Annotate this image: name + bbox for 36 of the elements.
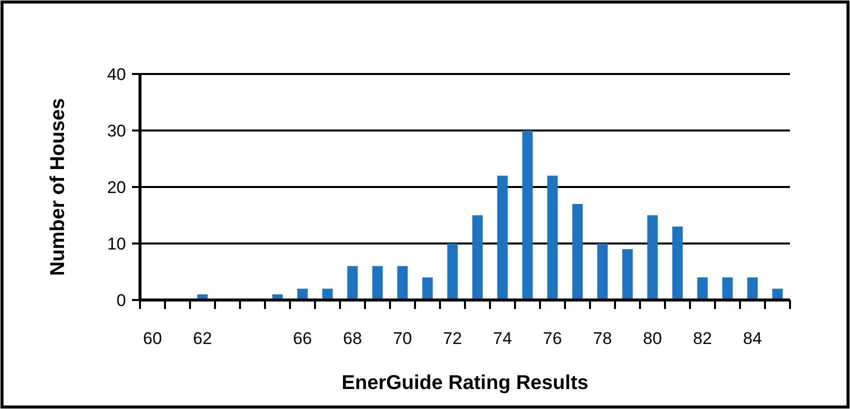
x-tick-label: 84 bbox=[743, 329, 762, 348]
bar bbox=[347, 266, 358, 300]
bar bbox=[697, 277, 708, 300]
bar bbox=[572, 204, 583, 300]
bar bbox=[472, 215, 483, 300]
x-tick-label: 70 bbox=[393, 329, 412, 348]
bar bbox=[447, 244, 458, 300]
bar bbox=[522, 130, 533, 300]
x-tick-label: 62 bbox=[193, 329, 212, 348]
bar bbox=[647, 215, 658, 300]
y-tick-label: 10 bbox=[107, 234, 126, 254]
y-tick-label: 40 bbox=[107, 64, 126, 84]
x-tick-label: 74 bbox=[493, 329, 512, 348]
x-tick-label: 60 bbox=[143, 329, 162, 348]
x-axis-title: EnerGuide Rating Results bbox=[342, 372, 588, 394]
x-tick-label: 82 bbox=[693, 329, 712, 348]
bar bbox=[497, 176, 508, 300]
x-tick-label: 78 bbox=[593, 329, 612, 348]
y-tick-label: 30 bbox=[107, 121, 126, 140]
y-tick-label: 0 bbox=[116, 290, 126, 310]
bar bbox=[372, 266, 383, 300]
bar bbox=[622, 249, 633, 300]
x-tick-label: 76 bbox=[543, 329, 562, 348]
x-tick-label: 72 bbox=[443, 329, 462, 348]
bar bbox=[672, 226, 683, 300]
x-tick-label: 80 bbox=[643, 329, 662, 348]
y-tick-label: 20 bbox=[107, 178, 126, 197]
bar bbox=[597, 244, 608, 300]
bar bbox=[722, 277, 733, 300]
bar bbox=[747, 277, 758, 300]
bar bbox=[547, 176, 558, 300]
bar bbox=[422, 277, 433, 300]
y-axis-title: Number of Houses bbox=[47, 98, 69, 276]
x-tick-label: 66 bbox=[293, 329, 312, 348]
x-tick-label: 68 bbox=[343, 329, 362, 348]
bar bbox=[397, 266, 408, 300]
